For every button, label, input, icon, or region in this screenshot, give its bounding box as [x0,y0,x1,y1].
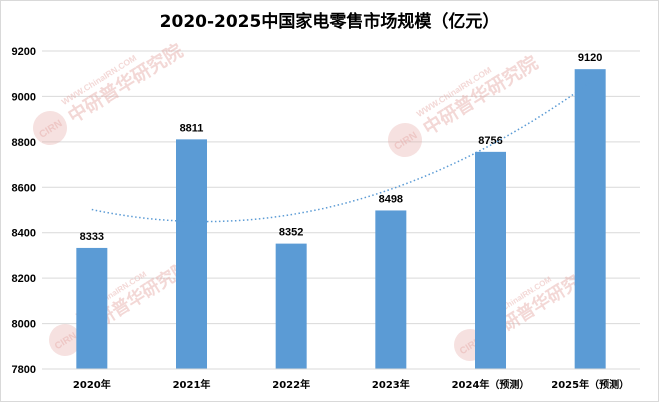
bar [574,69,606,370]
y-tick-label: 8200 [12,273,36,285]
data-label: 8498 [379,193,403,205]
watermark-logo-icon [48,323,82,357]
watermark-logo-icon [387,122,423,158]
data-label: 8333 [80,231,104,243]
y-tick-label: 8600 [12,182,36,194]
data-label: 8811 [180,122,204,134]
y-tick-label: 9200 [12,46,36,58]
chart-title: 2020-2025中国家电零售市场规模（亿元） [159,12,500,32]
y-tick-label: 7800 [12,364,36,376]
x-tick-label: 2021年 [173,378,211,391]
data-label: 8756 [478,135,502,147]
x-tick-label: 2024年（预测） [452,378,530,391]
x-tick-label: 2023年 [372,378,410,391]
data-label: 8352 [279,227,303,239]
y-tick-label: 9000 [12,91,36,103]
watermark-logo-icon [32,110,68,146]
bar [475,151,506,369]
data-label: 9120 [578,52,602,64]
bar [375,210,407,369]
y-tick-label: 8000 [12,319,36,331]
bar [76,247,108,369]
trendline [91,81,591,223]
x-tick-label: 2025年（预测） [551,378,629,391]
bar [176,139,207,369]
x-tick-label: 2022年 [272,378,310,391]
bar [275,243,307,369]
y-tick-label: 8800 [12,137,36,149]
y-tick-label: 8400 [12,228,36,240]
x-tick-label: 2020年 [73,378,111,391]
